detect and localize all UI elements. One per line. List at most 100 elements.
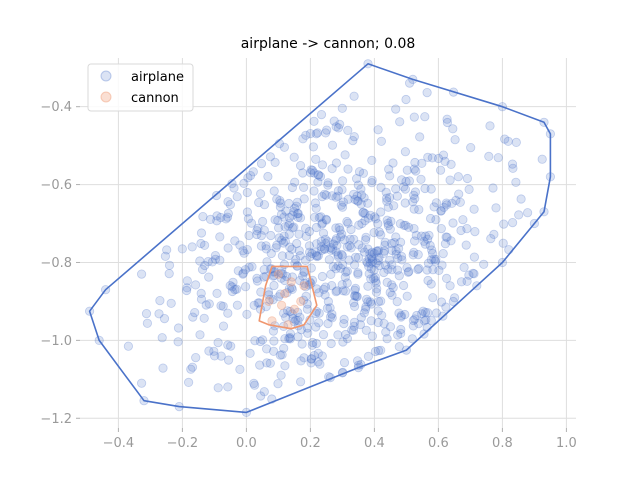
airplane-point [503, 136, 513, 146]
airplane-point [349, 234, 359, 244]
airplane-point [222, 212, 233, 222]
airplane-point [365, 249, 375, 259]
airplane-point [242, 245, 252, 255]
cannon-point [286, 277, 296, 287]
airplane-point [356, 190, 367, 200]
airplane-point [396, 175, 407, 185]
airplane-point [336, 200, 346, 210]
airplane-point [307, 248, 317, 259]
airplane-point [389, 201, 399, 211]
airplane-point [391, 249, 401, 259]
airplane-point [420, 183, 430, 194]
airplane-point [381, 187, 391, 197]
airplane-point [320, 290, 330, 300]
airplane-point [199, 313, 209, 323]
airplane-point [336, 232, 346, 242]
airplane-point [421, 315, 431, 325]
airplane-point [269, 280, 279, 291]
airplane-point [295, 377, 306, 387]
airplane-point [200, 260, 210, 271]
airplane-point [417, 309, 427, 319]
airplane-point [333, 123, 343, 133]
airplane-point [270, 215, 280, 225]
airplane-point [459, 262, 469, 272]
airplane-point [252, 226, 262, 236]
airplane-point [142, 318, 152, 328]
airplane-point [456, 225, 466, 236]
airplane-point [379, 248, 389, 258]
airplane-point [293, 208, 303, 219]
airplane-point [383, 218, 393, 228]
airplane-point [420, 231, 430, 241]
airplane-point [350, 194, 360, 205]
airplane-point [410, 157, 420, 168]
grid-lines [80, 58, 576, 428]
airplane-point [366, 316, 376, 326]
airplane-point [244, 262, 254, 272]
airplane-point [395, 237, 406, 247]
airplane-point [261, 344, 272, 354]
airplane-point [291, 254, 301, 265]
airplane-point [353, 253, 364, 263]
airplane-point [313, 177, 323, 187]
airplane-point [326, 338, 336, 349]
cannon-point [264, 296, 274, 306]
airplane-point [262, 257, 272, 267]
airplane-point [428, 293, 438, 303]
airplane-point [284, 229, 294, 239]
airplane-point [367, 175, 377, 185]
airplane-point [298, 271, 308, 281]
airplane-point [253, 223, 263, 233]
airplane-point [395, 117, 405, 127]
airplane-point [309, 186, 319, 196]
airplane-point [331, 264, 341, 274]
airplane-point [335, 119, 345, 130]
airplane-point [271, 243, 281, 253]
airplane-point [379, 318, 389, 329]
airplane-point [326, 245, 336, 255]
airplane-point [357, 218, 367, 229]
airplane-point [493, 153, 503, 163]
airplane-point [382, 277, 392, 287]
airplane-hull-outline [88, 62, 552, 414]
airplane-point [343, 194, 353, 204]
airplane-point [359, 193, 369, 203]
airplane-point [275, 350, 285, 360]
airplane-point [304, 241, 314, 251]
airplane-point [440, 239, 450, 249]
airplane-point [411, 166, 421, 176]
airplane-point [373, 306, 383, 316]
airplane-point [425, 213, 436, 224]
airplane-point [363, 244, 373, 254]
airplane-point [216, 212, 226, 223]
airplane-point [392, 296, 402, 307]
airplane-point [454, 189, 464, 199]
airplane-point [274, 233, 284, 243]
airplane-point [280, 361, 290, 371]
airplane-point [348, 325, 359, 335]
airplane-point [436, 297, 447, 307]
airplane-point [328, 239, 338, 249]
airplane-point [346, 224, 356, 235]
airplane-point [315, 359, 325, 369]
airplane-point [442, 117, 452, 128]
airplane-point [449, 293, 460, 303]
airplane-point [298, 295, 309, 305]
airplane-point [311, 322, 321, 332]
airplane-point [296, 356, 306, 366]
airplane-point [394, 342, 404, 352]
airplane-point [360, 216, 370, 226]
airplane-point [384, 164, 394, 174]
airplane-point [427, 153, 437, 163]
airplane-point [446, 159, 456, 169]
scatter-points [85, 59, 556, 417]
airplane-point [427, 245, 437, 255]
airplane-point [331, 247, 341, 257]
airplane-point [372, 246, 382, 256]
airplane-point [430, 256, 440, 266]
airplane-point [306, 354, 317, 364]
airplane-point [383, 221, 393, 231]
airplane-point [377, 310, 387, 320]
airplane-point [302, 323, 313, 333]
airplane-point [223, 308, 233, 318]
